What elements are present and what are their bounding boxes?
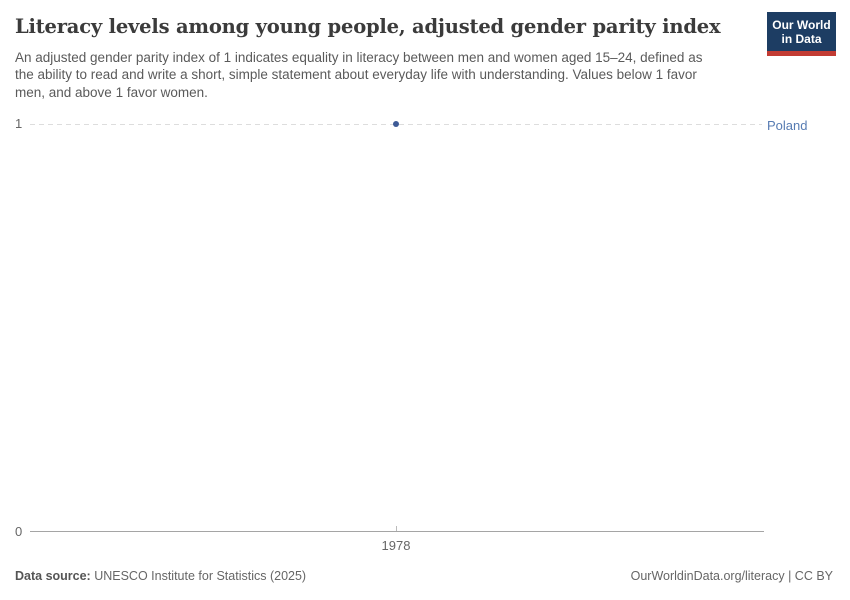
data-source-text: UNESCO Institute for Statistics (2025) [90, 569, 307, 583]
owid-logo-line1: Our World [772, 18, 831, 32]
data-source: Data source: UNESCO Institute for Statis… [15, 569, 306, 583]
data-point-poland-1978[interactable] [393, 121, 399, 127]
y-axis-tick-1: 1 [15, 116, 23, 131]
chart-title: Literacy levels among young people, adju… [15, 15, 721, 38]
owid-logo[interactable]: Our World in Data [767, 12, 836, 56]
x-axis-tick-label-1978: 1978 [381, 538, 411, 553]
x-axis-tick-mark [396, 526, 397, 531]
chart-subtitle: An adjusted gender parity index of 1 ind… [15, 50, 703, 100]
owid-logo-line2: in Data [781, 32, 822, 46]
y-axis-tick-0: 0 [15, 524, 23, 539]
credit-link[interactable]: OurWorldinData.org/literacy | CC BY [630, 569, 833, 583]
entity-label-poland[interactable]: Poland [767, 118, 808, 133]
x-axis-line [30, 531, 764, 532]
data-source-label: Data source: [15, 569, 91, 583]
